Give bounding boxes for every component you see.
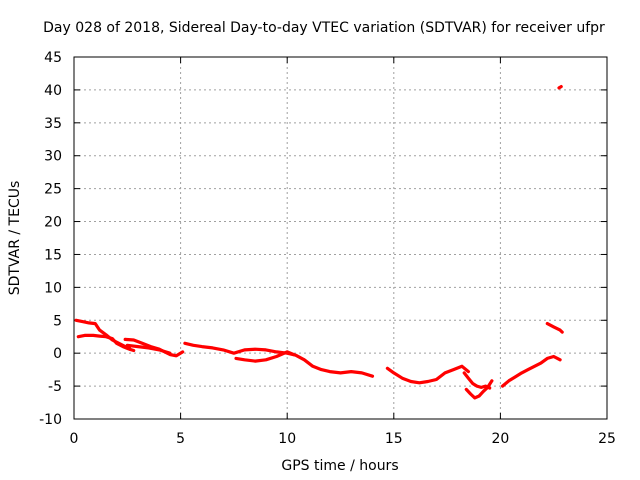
data-series [74, 85, 564, 400]
x-tick-label: 15 [385, 431, 403, 447]
series-arc-11 [545, 322, 564, 334]
plot-frame [73, 56, 608, 420]
series-arc-4 [125, 343, 172, 355]
chart-title: Day 028 of 2018, Sidereal Day-to-day VTE… [43, 20, 605, 36]
y-tick-label: 45 [44, 50, 62, 66]
x-axis-label: GPS time / hours [281, 458, 398, 474]
series-arc-8 [464, 379, 494, 400]
y-tick-label: 20 [44, 215, 62, 231]
y-tick-label: -10 [39, 412, 62, 428]
y-tick-label: 5 [53, 313, 62, 329]
series-arc-7 [385, 364, 470, 385]
y-tick-label: 25 [44, 182, 62, 198]
y-tick-label: 15 [44, 247, 62, 263]
y-tick-label: 40 [44, 83, 62, 99]
y-tick-label: -5 [48, 379, 62, 395]
series-arc-10 [500, 354, 562, 388]
grid [74, 57, 607, 419]
y-tick-label: 35 [44, 116, 62, 132]
x-tick-label: 10 [278, 431, 296, 447]
series-arc-9 [462, 371, 492, 390]
axis-ticks: 0 5 10 15 20 25 -10 -5 0 5 10 15 20 25 30 35 40 45 [39, 50, 616, 447]
x-tick-label: 25 [598, 431, 616, 447]
series-arc-12 [557, 85, 563, 90]
series-arc-6 [234, 350, 296, 363]
y-tick-label: 30 [44, 149, 62, 165]
y-axis-label: SDTVAR / TECUs [7, 181, 23, 296]
y-tick-label: 0 [53, 346, 62, 362]
x-tick-label: 20 [491, 431, 509, 447]
series-arc-5 [183, 341, 375, 378]
x-tick-label: 5 [176, 431, 185, 447]
x-tick-label: 0 [70, 431, 79, 447]
y-tick-label: 10 [44, 280, 62, 296]
series-arc-2 [76, 333, 136, 353]
